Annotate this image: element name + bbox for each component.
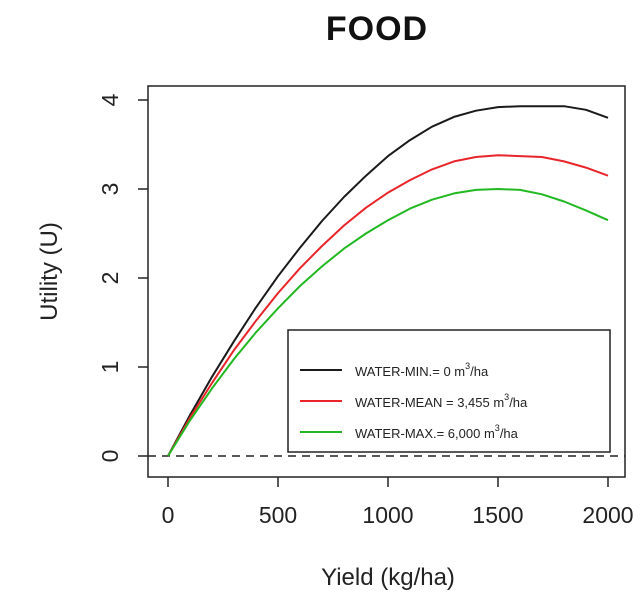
x-tick-label: 1500 (472, 502, 523, 528)
legend: WATER-MIN.= 0 m3/ha WATER-MEAN = 3,455 m3… (287, 329, 611, 453)
y-axis-label: Utility (U) (36, 222, 63, 321)
legend-label-2: WATER-MEAN = 3,455 m3/ha (355, 392, 528, 410)
legend-label-1: WATER-MIN.= 0 m3/ha (355, 361, 489, 379)
series-line-3 (167, 188, 609, 457)
y-tick-label: 2 (97, 272, 123, 285)
series-lines (167, 105, 609, 457)
x-tick-label: 0 (162, 502, 175, 528)
y-tick-label: 3 (97, 183, 123, 196)
y-tick-label: 0 (97, 450, 123, 463)
series-line-1 (167, 105, 609, 457)
x-tick-label: 1000 (362, 502, 413, 528)
x-axis-label: Yield (kg/ha) (321, 564, 455, 591)
x-tick-label: 2000 (582, 502, 633, 528)
chart-title: FOOD (325, 10, 429, 48)
y-tick-label: 4 (97, 93, 123, 106)
series-line-2 (167, 154, 609, 457)
axes: 0 500 1000 1500 2000 0 1 2 3 4 (97, 93, 634, 528)
legend-label-3: WATER-MAX.= 6,000 m3/ha (355, 423, 519, 441)
y-tick-label: 1 (97, 361, 123, 374)
x-tick-label: 500 (259, 502, 297, 528)
plot-frame (147, 85, 626, 478)
